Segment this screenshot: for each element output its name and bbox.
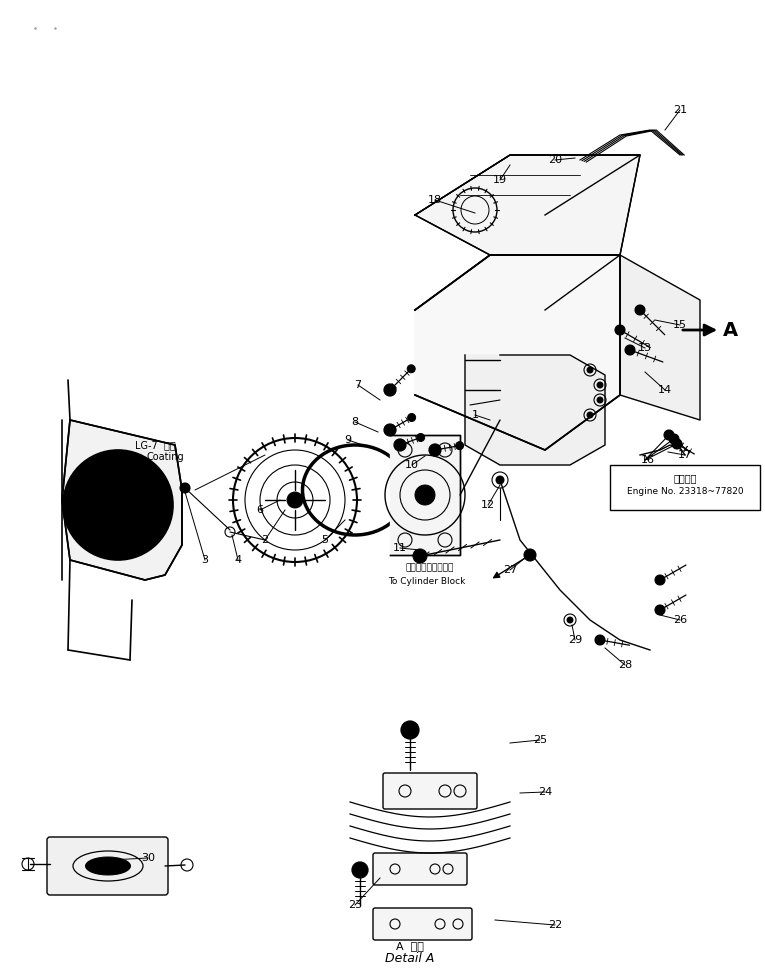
- Text: 29: 29: [568, 635, 582, 645]
- Text: 26: 26: [673, 615, 687, 625]
- Text: Detail A: Detail A: [386, 952, 435, 964]
- FancyBboxPatch shape: [373, 908, 472, 940]
- Text: 7: 7: [354, 380, 362, 390]
- Circle shape: [587, 367, 593, 373]
- Circle shape: [401, 721, 419, 739]
- Circle shape: [408, 414, 415, 421]
- Text: 25: 25: [533, 735, 547, 745]
- Text: 13: 13: [638, 343, 652, 353]
- Text: 20: 20: [548, 155, 562, 165]
- Text: 10: 10: [405, 460, 419, 470]
- Text: シリンダブロックへ: シリンダブロックへ: [405, 563, 454, 573]
- Circle shape: [655, 605, 665, 615]
- Text: 5: 5: [321, 535, 328, 545]
- Text: A: A: [722, 320, 737, 340]
- Text: Coating: Coating: [146, 452, 184, 462]
- Circle shape: [669, 434, 679, 444]
- Circle shape: [597, 397, 603, 403]
- Circle shape: [413, 549, 427, 563]
- Circle shape: [664, 430, 674, 440]
- Text: 17: 17: [678, 450, 692, 460]
- Circle shape: [287, 492, 303, 508]
- Text: A  詳細: A 詳細: [396, 941, 424, 951]
- Text: To Cylinder Block: To Cylinder Block: [389, 578, 466, 586]
- Polygon shape: [390, 435, 460, 555]
- Text: 16: 16: [641, 455, 655, 465]
- Text: 3: 3: [201, 555, 209, 565]
- FancyBboxPatch shape: [383, 773, 477, 809]
- Circle shape: [407, 365, 415, 373]
- Circle shape: [352, 862, 368, 878]
- Circle shape: [567, 617, 573, 623]
- Polygon shape: [415, 155, 640, 255]
- Circle shape: [595, 635, 605, 645]
- Text: 24: 24: [538, 787, 552, 797]
- Text: 11: 11: [393, 543, 407, 553]
- Polygon shape: [62, 420, 182, 580]
- Text: 21: 21: [673, 105, 687, 115]
- FancyBboxPatch shape: [373, 853, 467, 885]
- Circle shape: [180, 483, 190, 493]
- Text: 28: 28: [618, 660, 632, 670]
- Text: 14: 14: [658, 385, 672, 395]
- Text: 2: 2: [262, 535, 269, 545]
- Bar: [610, 465, 760, 510]
- Circle shape: [672, 439, 682, 449]
- Text: 4: 4: [234, 555, 242, 565]
- Circle shape: [415, 485, 435, 505]
- Text: 23: 23: [348, 900, 362, 910]
- Circle shape: [625, 345, 635, 355]
- Circle shape: [384, 384, 396, 396]
- Text: 30: 30: [141, 853, 155, 863]
- Circle shape: [597, 382, 603, 388]
- FancyBboxPatch shape: [47, 837, 168, 895]
- Circle shape: [615, 325, 625, 335]
- Circle shape: [655, 575, 665, 585]
- Text: 1: 1: [471, 410, 478, 420]
- Text: Engine No. 23318~77820: Engine No. 23318~77820: [627, 486, 744, 495]
- Text: 9: 9: [344, 435, 352, 445]
- Circle shape: [394, 439, 406, 451]
- Text: 22: 22: [548, 920, 562, 930]
- Polygon shape: [465, 355, 605, 465]
- Text: 19: 19: [493, 175, 507, 185]
- Circle shape: [496, 476, 504, 484]
- Circle shape: [635, 305, 645, 315]
- Circle shape: [417, 433, 425, 442]
- Text: 適用号機: 適用号機: [673, 473, 697, 483]
- Text: 27: 27: [503, 565, 517, 575]
- Polygon shape: [415, 255, 620, 450]
- Circle shape: [524, 549, 536, 561]
- Circle shape: [456, 442, 464, 450]
- Circle shape: [384, 424, 396, 436]
- Circle shape: [587, 412, 593, 418]
- Circle shape: [63, 450, 173, 560]
- Ellipse shape: [86, 857, 131, 875]
- Circle shape: [429, 444, 441, 456]
- Text: 6: 6: [256, 505, 263, 515]
- Text: LG-7  油塗: LG-7 油塗: [135, 440, 175, 450]
- Text: 12: 12: [481, 500, 495, 510]
- Text: 8: 8: [351, 417, 359, 427]
- Text: 15: 15: [673, 320, 687, 330]
- Polygon shape: [620, 255, 700, 420]
- Text: 18: 18: [428, 195, 442, 205]
